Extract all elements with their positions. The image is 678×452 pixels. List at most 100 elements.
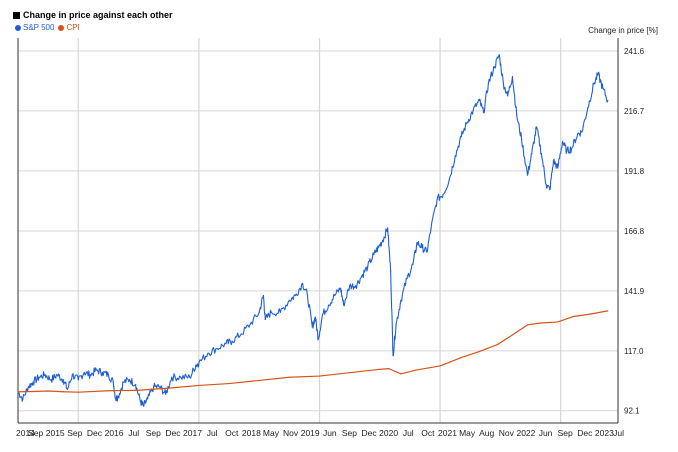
data-point-sp500 (77, 379, 79, 381)
legend-label-cpi: CPI (66, 23, 80, 32)
x-tick-label: Sep (146, 428, 161, 438)
data-point-sp500 (288, 299, 290, 301)
data-point-sp500 (264, 318, 266, 321)
data-point-cpi (47, 390, 49, 392)
data-point-sp500 (122, 381, 125, 383)
legend-item-cpi: CPI (58, 23, 80, 32)
data-point-sp500 (561, 140, 564, 143)
data-point-sp500 (134, 383, 137, 386)
chart-title: Change in price against each other (13, 10, 173, 20)
x-tick-label: May (459, 428, 476, 438)
data-point-cpi (415, 369, 417, 371)
data-point-sp500 (112, 381, 114, 383)
x-tick-label: 2016 (105, 428, 124, 438)
data-point-sp500 (581, 131, 583, 133)
legend-item-sp500: S&P 500 (15, 23, 54, 32)
data-point-cpi (258, 379, 260, 382)
x-tick-label: Sep (342, 428, 357, 438)
title-square-icon (13, 11, 20, 19)
x-tick-label: Jun (323, 428, 337, 438)
data-point-sp500 (511, 75, 514, 78)
data-point-sp500 (32, 381, 34, 383)
data-point-sp500 (198, 362, 200, 364)
x-tick-label: 2015 (46, 428, 65, 438)
legend-dot-sp500-icon (15, 24, 21, 31)
data-point-cpi (138, 389, 140, 391)
data-point-cpi (460, 356, 462, 359)
data-point-sp500 (570, 148, 573, 150)
y-tick-label: 241.6 (624, 47, 645, 56)
data-point-sp500 (540, 152, 543, 155)
data-point-sp500 (306, 294, 309, 297)
x-tick-label: Dec (577, 428, 593, 438)
data-point-sp500 (373, 253, 375, 256)
data-point-cpi (511, 334, 514, 336)
data-point-sp500 (392, 355, 394, 357)
data-point-sp500 (498, 54, 500, 56)
data-point-sp500 (22, 398, 24, 400)
x-tick-label: Sep (67, 428, 82, 438)
x-tick-label: Sep (558, 428, 573, 438)
data-point-sp500 (442, 193, 444, 196)
data-point-sp500 (382, 239, 384, 241)
data-point-sp500 (240, 333, 242, 335)
data-point-cpi (349, 372, 351, 374)
data-point-sp500 (412, 263, 414, 265)
data-point-sp500 (466, 121, 468, 123)
x-tick-label: 2014 (16, 428, 35, 438)
data-point-sp500 (436, 198, 438, 200)
data-point-sp500 (107, 374, 110, 376)
data-point-sp500 (249, 323, 251, 325)
data-point-sp500 (71, 374, 73, 376)
data-point-sp500 (142, 405, 145, 407)
data-point-cpi (400, 373, 402, 375)
x-tick-label: 2018 (242, 428, 261, 438)
x-tick-label: Jul (128, 428, 139, 438)
data-point-sp500 (117, 395, 119, 398)
data-point-cpi (77, 391, 79, 393)
data-point-sp500 (165, 393, 167, 395)
data-point-sp500 (507, 95, 509, 97)
data-point-sp500 (576, 133, 579, 135)
data-point-sp500 (400, 299, 402, 301)
data-point-sp500 (552, 160, 555, 162)
data-point-cpi (439, 365, 441, 367)
data-point-sp500 (545, 184, 547, 186)
data-point-sp500 (89, 374, 91, 376)
data-point-sp500 (378, 246, 380, 248)
data-point-sp500 (607, 99, 609, 102)
legend-label-sp500: S&P 500 (23, 23, 55, 32)
data-point-sp500 (225, 342, 227, 345)
data-point-cpi (62, 391, 64, 393)
data-point-sp500 (62, 379, 64, 381)
data-point-sp500 (262, 294, 265, 297)
data-point-sp500 (139, 400, 142, 402)
data-point-sp500 (502, 83, 505, 85)
data-point-cpi (107, 390, 110, 392)
x-tick-label: Jul (207, 428, 218, 438)
data-point-sp500 (115, 398, 117, 400)
legend-dot-cpi-icon (58, 24, 65, 31)
data-point-sp500 (426, 251, 428, 253)
data-point-cpi (32, 390, 34, 393)
data-point-sp500 (416, 241, 418, 244)
data-point-sp500 (147, 398, 149, 400)
data-point-sp500 (361, 275, 363, 277)
x-tick-label: 2022 (516, 428, 535, 438)
data-point-sp500 (311, 326, 313, 328)
data-point-sp500 (516, 114, 518, 116)
data-point-sp500 (101, 371, 104, 374)
data-point-sp500 (180, 376, 182, 378)
data-point-sp500 (472, 109, 474, 111)
x-tick-label: Dec (87, 428, 103, 438)
data-point-sp500 (44, 374, 46, 376)
data-point-sp500 (395, 323, 397, 325)
data-point-sp500 (95, 369, 97, 371)
data-point-sp500 (270, 311, 272, 313)
x-tick-label: Sep (28, 428, 43, 438)
x-tick-label: Nov (499, 428, 515, 438)
data-point-sp500 (231, 340, 233, 342)
data-point-cpi (496, 343, 498, 346)
data-point-sp500 (279, 311, 281, 313)
x-tick-label: Dec (361, 428, 377, 438)
